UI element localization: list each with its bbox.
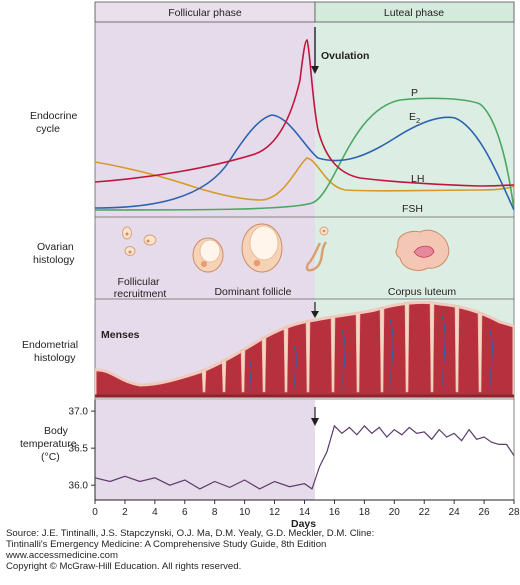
x-tick-label: 28 — [508, 507, 520, 518]
endometrial-glands — [201, 301, 483, 393]
spiral-arteries — [249, 315, 493, 393]
follicular-recruitment-label: Follicular recruitment — [114, 276, 167, 300]
endometrium-tissue — [95, 300, 514, 398]
x-ticks: 0 2 4 6 8 10 12 14 16 18 20 22 24 26 28 — [92, 500, 520, 518]
x-tick-label: 20 — [389, 507, 401, 518]
e2-label: E2 — [409, 111, 420, 125]
temperature-plot-background-left — [95, 400, 315, 500]
ovarian-histology-drawings — [122, 223, 450, 273]
corpus-luteum-icon — [395, 229, 450, 271]
hormone-curves — [95, 39, 514, 211]
growing-follicle-icon — [192, 237, 224, 273]
luteal-phase-label: Luteal phase — [384, 7, 444, 19]
x-tick-label: 0 — [92, 507, 98, 518]
small-follicle-icon — [143, 234, 157, 246]
dominant-follicle-label: Dominant follicle — [214, 286, 291, 298]
menses-label: Menses — [101, 329, 140, 341]
x-tick-label: 6 — [182, 507, 188, 518]
endometrium-drawing — [95, 300, 514, 398]
temperature-series-line — [94, 424, 515, 490]
p-curve — [95, 97, 514, 211]
source-line: www.accessmedicine.com — [6, 549, 118, 561]
source-line: Source: J.E. Tintinalli, J.S. Stapczynsk… — [6, 528, 375, 539]
endocrine-label: Endocrine cycle — [30, 110, 80, 135]
small-follicle-icon — [122, 226, 132, 240]
body-temperature-label: Body temperature (°C) — [20, 425, 80, 463]
x-tick-label: 2 — [122, 507, 128, 518]
source-line: Copyright © McGraw-Hill Education. All r… — [6, 560, 242, 572]
temperature-chart: 37.036.536.0 0 2 4 6 8 10 12 14 16 18 20 22 24 26 28 D… — [69, 400, 520, 530]
ovulation-arrow-icon — [311, 311, 319, 318]
x-tick-label: 18 — [359, 507, 371, 518]
x-tick-label: 24 — [449, 507, 461, 518]
lh-label: LH — [411, 173, 424, 185]
y-tick-label: 37.0 — [69, 407, 89, 418]
y-ticks: 37.0 36.5 36.0 — [69, 407, 95, 492]
ovarian-histology-label: Ovarian histology — [33, 241, 77, 266]
endometrial-histology-label: Endometrial histology — [22, 339, 81, 364]
ovulation-arrow-icon — [311, 418, 319, 426]
small-follicle-icon — [124, 246, 136, 256]
e2-curve — [95, 114, 514, 211]
y-tick-label: 36.5 — [69, 444, 89, 455]
dominant-follicle-icon — [241, 223, 283, 273]
temperature-plot-background-right — [315, 400, 514, 500]
x-tick-label: 12 — [269, 507, 281, 518]
follicular-phase-label: Follicular phase — [168, 7, 242, 19]
x-tick-label: 14 — [299, 507, 311, 518]
x-tick-label: 16 — [329, 507, 341, 518]
source-citation: Source: J.E. Tintinalli, J.S. Stapczynsk… — [6, 528, 375, 573]
fsh-label: FSH — [402, 203, 423, 215]
x-tick-label: 26 — [479, 507, 491, 518]
x-axis-label: Days — [291, 518, 316, 530]
ovulated-follicle-icon — [305, 226, 329, 272]
fsh-curve — [95, 157, 514, 201]
lh-curve — [95, 39, 514, 187]
source-line: Tintinalli's Emergency Medicine: A Compr… — [6, 538, 327, 550]
y-tick-label: 36.0 — [69, 481, 89, 492]
x-tick-label: 4 — [152, 507, 158, 518]
x-tick-label: 10 — [239, 507, 251, 518]
x-tick-label: 8 — [212, 507, 218, 518]
corpus-luteum-label: Corpus luteum — [388, 286, 457, 298]
ovulation-arrow-icon — [311, 66, 319, 74]
p-label: P — [411, 87, 418, 99]
ovulation-label: Ovulation — [321, 50, 369, 62]
x-tick-label: 22 — [419, 507, 431, 518]
